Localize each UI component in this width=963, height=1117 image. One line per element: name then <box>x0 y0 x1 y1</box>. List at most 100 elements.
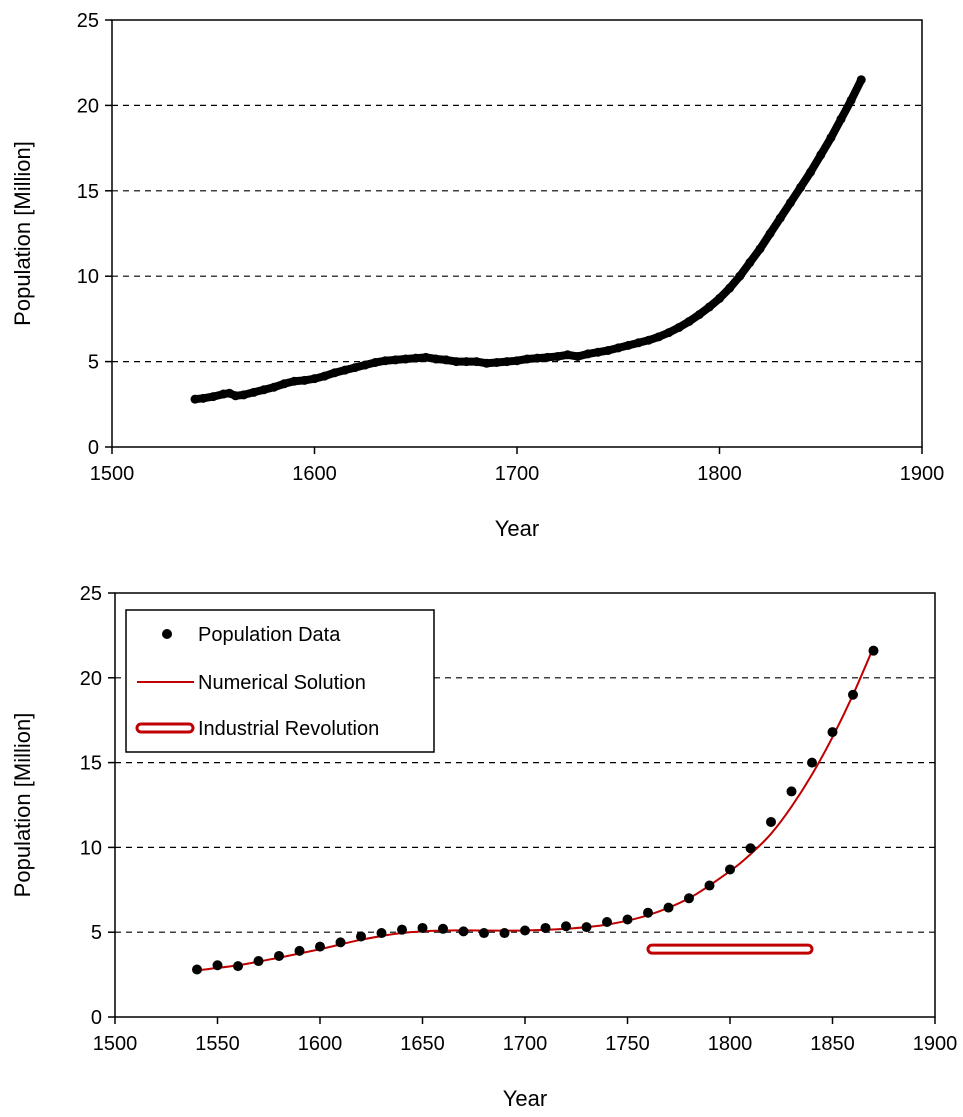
data-point <box>613 343 623 353</box>
data-point <box>208 392 218 402</box>
data-point <box>542 352 552 362</box>
data-point <box>269 382 279 392</box>
data-point <box>239 390 249 400</box>
data-point <box>376 928 387 939</box>
data-point <box>684 893 694 904</box>
y-tick-label: 25 <box>80 583 102 605</box>
data-point <box>233 961 243 972</box>
data-point <box>806 167 816 177</box>
data-point <box>492 357 502 367</box>
chart-top: 0 5 10 15 20 25 1500 1600 1700 1800 1900 Year Popula… <box>10 10 944 541</box>
data-point <box>294 945 305 956</box>
data-point <box>561 921 571 932</box>
data-point <box>289 376 299 386</box>
data-point <box>603 345 613 355</box>
data-point <box>299 375 309 385</box>
data-point <box>735 271 745 281</box>
data-point <box>583 349 593 359</box>
x-tick-label: 1800 <box>697 463 742 485</box>
y-tick-label: 5 <box>91 922 102 944</box>
data-point <box>644 335 654 345</box>
data-point <box>755 244 765 254</box>
data-point <box>602 917 612 928</box>
legend-marker-industrial-revolution <box>135 722 195 734</box>
y-tick-label: 20 <box>80 668 102 690</box>
legend-marker-population-data <box>162 629 172 639</box>
data-point <box>622 914 633 925</box>
y-tick-label: 15 <box>80 753 102 775</box>
y-tick-label: 15 <box>77 181 99 203</box>
data-point <box>212 960 223 971</box>
population-trace <box>191 75 866 404</box>
data-point <box>461 357 471 367</box>
x-axis-title: Year <box>495 516 539 541</box>
data-point <box>785 198 795 208</box>
data-point <box>827 727 838 738</box>
data-point <box>704 302 714 312</box>
data-point <box>438 923 448 934</box>
data-point <box>532 353 542 363</box>
data-point <box>826 133 836 143</box>
data-point <box>786 786 797 797</box>
y-tick-label: 0 <box>91 1007 102 1029</box>
data-point <box>807 757 817 768</box>
legend-label-population-data: Population Data <box>198 624 341 646</box>
data-point <box>315 941 325 952</box>
data-point <box>350 363 360 373</box>
data-point <box>417 922 428 933</box>
data-point <box>279 379 289 389</box>
data-point <box>360 360 370 370</box>
data-point <box>745 843 756 854</box>
x-tick-label: 1900 <box>900 463 945 485</box>
data-point <box>479 928 489 939</box>
industrial-revolution-bar <box>646 943 814 955</box>
data-point <box>310 374 319 384</box>
data-point <box>775 213 785 223</box>
data-point <box>340 365 350 375</box>
data-point <box>380 356 390 366</box>
x-tick-label: 1700 <box>503 1033 548 1055</box>
data-point <box>796 182 805 192</box>
data-point <box>441 355 451 365</box>
legend-label-industrial-revolution: Industrial Revolution <box>198 718 379 740</box>
y-tick-label: 10 <box>77 266 99 288</box>
data-point <box>623 340 633 350</box>
x-tick-label: 1500 <box>93 1033 138 1055</box>
x-tick-label: 1650 <box>400 1033 445 1055</box>
data-point <box>540 922 551 933</box>
data-point <box>694 310 704 320</box>
data-point <box>472 357 481 367</box>
data-point <box>397 924 407 935</box>
y-axis-title: Population [Million] <box>10 713 35 898</box>
x-tick-label: 1500 <box>90 463 135 485</box>
data-point <box>634 338 643 348</box>
data-point <box>846 95 856 105</box>
data-point <box>512 356 522 366</box>
data-point <box>249 387 259 397</box>
plot-area-border <box>111 19 923 448</box>
data-point <box>563 350 573 360</box>
data-point <box>190 394 200 404</box>
x-tick-label: 1600 <box>292 463 337 485</box>
data-point <box>654 332 664 342</box>
data-point <box>664 328 674 338</box>
data-point <box>581 922 592 933</box>
data-point <box>421 352 431 362</box>
data-point <box>573 351 583 361</box>
data-point <box>765 229 775 238</box>
x-tick-label: 1600 <box>298 1033 343 1055</box>
data-point <box>766 816 776 827</box>
data-point <box>335 937 346 948</box>
y-tick-label: 0 <box>88 437 99 459</box>
x-tick-label: 1900 <box>913 1033 958 1055</box>
data-point <box>259 385 269 395</box>
data-point <box>725 283 735 293</box>
data-point <box>320 371 330 381</box>
x-tick-label: 1800 <box>708 1033 753 1055</box>
data-point <box>715 293 724 303</box>
data-point <box>848 689 858 700</box>
x-tick-label: 1750 <box>605 1033 650 1055</box>
y-tick-label: 5 <box>88 352 99 374</box>
data-point <box>370 357 380 367</box>
data-point <box>330 368 340 378</box>
